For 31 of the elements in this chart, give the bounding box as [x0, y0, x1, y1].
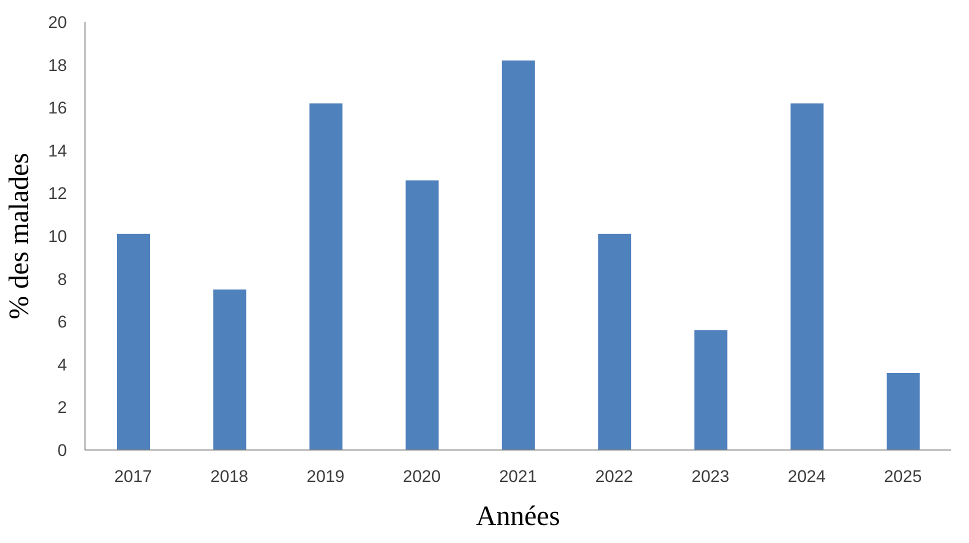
x-tick-label: 2025 — [884, 467, 922, 486]
x-tick-label: 2017 — [114, 467, 152, 486]
y-tick-label: 20 — [48, 13, 67, 32]
x-tick-label: 2023 — [692, 467, 730, 486]
y-tick-label: 10 — [48, 227, 67, 246]
bar — [790, 103, 824, 450]
bar — [309, 103, 342, 450]
y-tick-label: 14 — [48, 141, 67, 160]
x-tick-label: 2024 — [788, 467, 826, 486]
y-tick-label: 12 — [48, 184, 67, 204]
bar — [886, 372, 920, 450]
y-tick-label: 0 — [58, 441, 67, 460]
bar — [213, 290, 246, 450]
bar — [117, 234, 150, 450]
y-axis-title: % des malades — [4, 152, 35, 320]
y-tick-label: 2 — [58, 398, 67, 418]
y-tick-label: 8 — [58, 270, 67, 289]
bar — [598, 234, 632, 450]
y-tick-label: 16 — [48, 98, 67, 118]
bar — [406, 180, 439, 450]
x-axis-title: Années — [476, 501, 560, 532]
y-tick-label: 6 — [58, 312, 67, 332]
bar — [502, 60, 535, 450]
x-tick-label: 2021 — [499, 467, 537, 486]
x-tick-label: 2018 — [210, 467, 248, 486]
x-tick-label: 2019 — [306, 467, 344, 486]
bar — [694, 330, 728, 450]
y-tick-label: 18 — [48, 56, 67, 75]
y-tick-label: 4 — [58, 355, 67, 374]
x-tick-label: 2022 — [595, 467, 634, 486]
x-tick-label: 2020 — [402, 467, 441, 486]
